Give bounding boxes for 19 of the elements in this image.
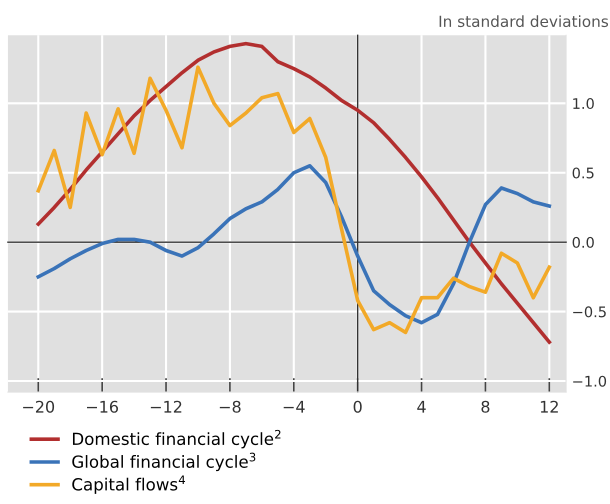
x-tick-label: 8	[481, 400, 490, 413]
x-tick-label: 4	[417, 400, 426, 413]
y-tick-label: 0.5	[572, 167, 594, 178]
x-tick-label: −4	[284, 400, 305, 413]
x-tick-label: 0	[354, 400, 362, 413]
x-tick-label: −12	[150, 400, 182, 413]
line-series	[36, 164, 552, 324]
x-tick-label: −8	[220, 400, 241, 413]
x-tick-label: −16	[86, 400, 118, 413]
text: In standard deviations	[440, 15, 608, 28]
y-tick-label: 0.0	[572, 236, 594, 248]
legend-label: Domestic financial cycle$^{2}$	[72, 430, 280, 448]
x-tick-label: −20	[23, 400, 54, 413]
y-tick-label: −1.0	[573, 376, 606, 387]
legend-label: Global financial cycle$^{3}$	[72, 452, 256, 472]
y-tick-label: −0.5	[573, 306, 606, 318]
legend-label: Capital flows$^{4}$	[72, 476, 186, 494]
x-tick-label: 12	[540, 400, 558, 413]
y-tick-label: 1.0	[573, 98, 594, 110]
